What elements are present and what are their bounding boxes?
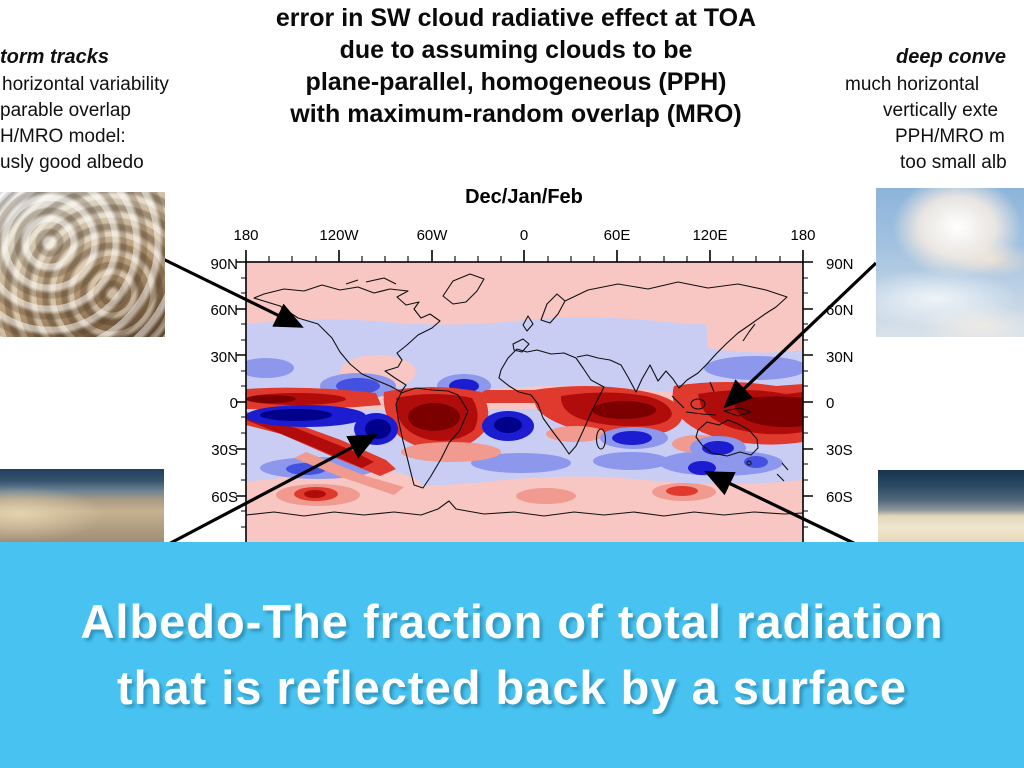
lon-axis-label: 180 <box>790 227 816 244</box>
lat-axis-label-right: 0 <box>826 395 835 412</box>
lat-axis-label-left: 30S <box>211 442 238 459</box>
lat-axis-label-right: 90N <box>826 256 854 273</box>
banner-line: Albedo-The fraction of total radiation <box>80 595 944 648</box>
right-annotation-line: PPH/MRO m <box>895 126 1005 147</box>
ocean-horizon-photo <box>0 469 164 542</box>
error-contours <box>246 262 803 543</box>
left-annotation-line: H/MRO model: <box>0 126 126 147</box>
banner-line: that is reflected back by a surface <box>117 661 907 714</box>
lat-axis-label-left: 30N <box>210 349 238 366</box>
lat-axis-label-left: 0 <box>229 395 238 412</box>
lat-axis-label-right: 60N <box>826 302 854 319</box>
stratocumulus-photo <box>0 192 165 337</box>
right-annotation-line: too small alb <box>900 152 1007 173</box>
lon-axis-label: 0 <box>519 227 529 244</box>
lat-axis-label-left: 60N <box>210 302 238 319</box>
slide-title-line: due to assuming clouds to be <box>339 36 693 64</box>
lon-axis-label: 120E <box>692 227 728 244</box>
slide-title-line: plane-parallel, homogeneous (PPH) <box>305 68 727 96</box>
right-annotation-heading: deep conve <box>896 46 1007 68</box>
left-annotation-line: usly good albedo <box>0 152 144 173</box>
cloud-deck-horizon-photo <box>878 470 1024 542</box>
lat-axis-label-left: 90N <box>210 256 238 273</box>
map-title: Dec/Jan/Feb <box>465 186 583 208</box>
lat-axis-label-right: 30N <box>826 349 854 366</box>
deep-convection-photo <box>876 188 1024 337</box>
slide-title-line: error in SW cloud radiative effect at TO… <box>275 4 757 32</box>
lon-axis-label: 60W <box>416 227 448 244</box>
left-annotation-heading: torm tracks <box>0 46 109 68</box>
right-annotation-line: much horizontal <box>845 74 980 95</box>
left-annotation-line: parable overlap <box>0 100 131 121</box>
lon-axis-label: 60E <box>603 227 631 244</box>
albedo-definition-banner: Albedo-The fraction of total radiation t… <box>0 542 1024 768</box>
lat-axis-label-right: 30S <box>826 442 853 459</box>
slide-title: error in SW cloud radiative effect at TO… <box>212 2 820 130</box>
world-error-map <box>246 262 803 543</box>
lat-axis-label-right: 60S <box>826 489 853 506</box>
lat-axis-label-left: 60S <box>211 489 238 506</box>
left-annotation-line: horizontal variability <box>2 74 169 95</box>
slide-title-line: with maximum-random overlap (MRO) <box>290 100 742 128</box>
lon-axis-label: 120W <box>319 227 359 244</box>
lon-axis-label: 180 <box>233 227 259 244</box>
right-annotation-line: vertically exte <box>883 100 999 121</box>
